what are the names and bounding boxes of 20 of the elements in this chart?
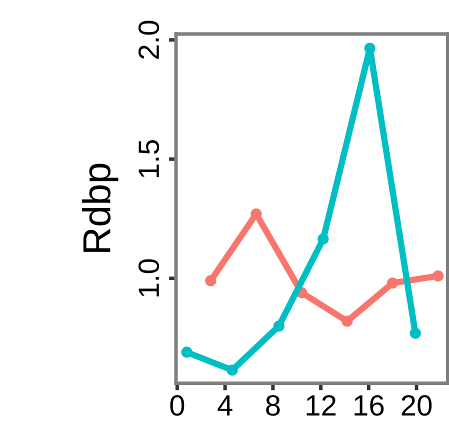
x-tick-label: 4 — [218, 395, 232, 416]
point — [387, 278, 398, 289]
point — [318, 233, 329, 245]
point — [181, 346, 192, 358]
point — [273, 320, 284, 332]
x-tick-label: 16 — [354, 395, 384, 416]
x-tick-label: 12 — [306, 395, 336, 416]
y-tick-label: 1.5 — [138, 140, 160, 178]
y-tick-label: 1.0 — [138, 259, 160, 296]
point — [205, 275, 216, 286]
x-tick-label: 0 — [170, 395, 184, 416]
y-axis-title: Rdbp — [82, 164, 118, 252]
x-tick-label: 8 — [266, 395, 280, 416]
y-tick-label: 2.0 — [138, 20, 160, 59]
x-tick-label: 20 — [402, 395, 432, 416]
point — [226, 364, 238, 376]
point — [364, 42, 376, 54]
point — [432, 270, 444, 282]
point — [342, 316, 353, 327]
point — [410, 328, 421, 339]
